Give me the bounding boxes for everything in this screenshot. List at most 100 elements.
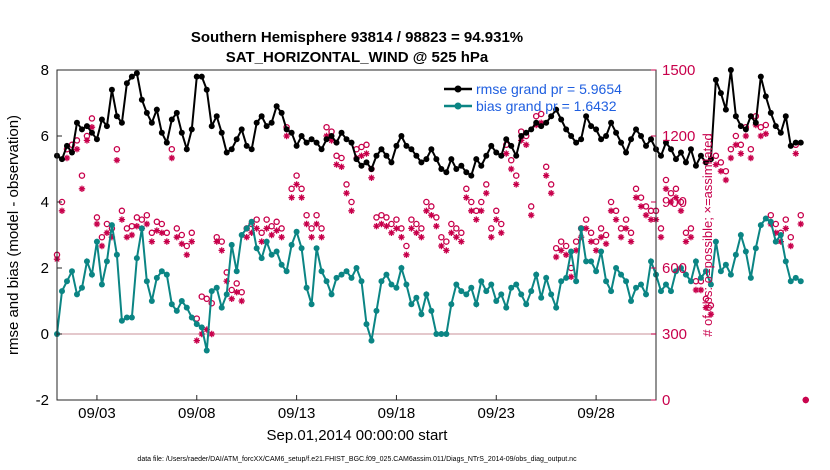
obs-assimilated-point — [173, 234, 180, 241]
obs-possible-point — [98, 233, 106, 241]
rmse-point — [643, 142, 650, 149]
obs-assimilated-point — [727, 154, 735, 162]
obs-assimilated-point — [218, 247, 225, 254]
obs-possible-point — [782, 216, 790, 223]
obs-possible-point — [562, 242, 570, 250]
bias-point — [777, 232, 784, 238]
legend-bias-label: bias grand pr = 1.6432 — [476, 98, 617, 114]
rmse-point — [403, 142, 410, 149]
rmse-point — [153, 106, 160, 113]
rmse-point — [498, 152, 505, 159]
y-axis-label: rmse and bias (model - observation) — [5, 115, 22, 355]
bias-point — [628, 298, 635, 304]
rmse-point — [707, 156, 714, 163]
obs-assimilated-point — [273, 227, 280, 234]
obs-assimilated-point — [358, 152, 365, 159]
bias-point — [558, 278, 565, 285]
obs-assimilated-point — [233, 289, 240, 296]
rmse-point — [178, 129, 185, 136]
bias-point — [398, 265, 405, 271]
obs-assimilated-point — [547, 190, 555, 197]
obs-assimilated-point — [458, 238, 465, 245]
rmse-point — [408, 146, 415, 153]
obs-assimilated-point — [423, 207, 430, 214]
series-group — [53, 67, 810, 404]
legend[interactable]: rmse grand pr = 5.9654 bias grand pr = 1… — [444, 81, 622, 114]
obs-assimilated-point — [513, 181, 520, 188]
bias-point — [613, 265, 620, 271]
bias-point — [737, 232, 744, 238]
obs-assimilated-point — [148, 238, 156, 245]
obs-assimilated-point — [647, 216, 655, 223]
rmse-point — [777, 129, 784, 136]
bias-point — [578, 225, 585, 232]
obs-assimilated-point — [528, 212, 535, 219]
bias-point — [717, 268, 724, 275]
rmse-point — [173, 109, 180, 116]
rmse-point — [193, 73, 200, 80]
rmse-point — [782, 113, 789, 120]
rmse-point — [667, 146, 674, 153]
y-right-tick-label: 1200 — [662, 128, 695, 145]
bias-point — [133, 255, 140, 262]
rmse-point — [483, 152, 490, 159]
bias-point — [83, 258, 90, 265]
obs-assimilated-point — [562, 251, 570, 258]
obs-assimilated-point — [662, 185, 670, 192]
chart-subtitle: SAT_HORIZONTAL_WIND @ 525 hPa — [226, 49, 489, 66]
bias-point — [203, 347, 210, 354]
obs-possible-point — [507, 156, 515, 164]
y-right-tick-label: 1500 — [662, 62, 695, 79]
rmse-point — [103, 123, 110, 130]
obs-possible-point — [707, 302, 715, 309]
bias-point — [528, 288, 535, 295]
obs-possible-point — [78, 172, 86, 179]
obs-possible-point — [138, 216, 146, 223]
obs-possible-point — [587, 229, 595, 237]
obs-assimilated-point — [303, 220, 310, 228]
bias-point — [378, 278, 385, 285]
obs-possible-point — [88, 115, 96, 122]
obs-assimilated-point — [298, 194, 305, 201]
bias-point — [553, 304, 560, 311]
rmse-point — [608, 119, 615, 126]
obs-possible-series — [53, 110, 810, 404]
bias-point — [123, 314, 130, 321]
obs-assimilated-point — [368, 174, 375, 181]
bias-point — [178, 298, 185, 304]
bias-point — [118, 317, 125, 324]
bias-point — [697, 274, 704, 281]
rmse-point — [722, 106, 729, 113]
obs-assimilated-point — [63, 154, 71, 162]
rmse-point — [108, 86, 115, 93]
rmse-point — [118, 119, 125, 126]
x-tick-label: 09/23 — [477, 405, 515, 422]
bias-point — [328, 291, 335, 298]
obs-assimilated-point — [128, 231, 136, 239]
rmse-point — [613, 129, 620, 136]
bias-point — [583, 258, 590, 265]
bias-point — [657, 288, 664, 295]
bias-point — [503, 304, 510, 311]
rmse-point — [518, 133, 525, 139]
rmse-point — [638, 133, 645, 139]
obs-assimilated-point — [607, 207, 615, 214]
rmse-point — [618, 139, 625, 146]
obs-assimilated-point — [518, 137, 525, 144]
legend-bias-marker — [454, 102, 462, 110]
y-right-tick-label: 900 — [662, 194, 687, 211]
obs-assimilated-point — [473, 216, 480, 223]
bias-point — [712, 238, 719, 245]
plot-area — [57, 70, 656, 400]
obs-assimilated-point — [188, 238, 195, 245]
obs-assimilated-point — [403, 251, 410, 258]
rmse-point — [233, 136, 240, 143]
rmse-point — [203, 86, 210, 93]
obs-possible-point — [687, 225, 695, 232]
obs-assimilated-point — [278, 234, 285, 241]
rmse-point — [248, 146, 255, 153]
rmse-point — [428, 146, 435, 153]
obs-possible-point — [547, 181, 555, 188]
obs-possible-point — [308, 225, 315, 232]
obs-assimilated-point — [103, 229, 111, 236]
